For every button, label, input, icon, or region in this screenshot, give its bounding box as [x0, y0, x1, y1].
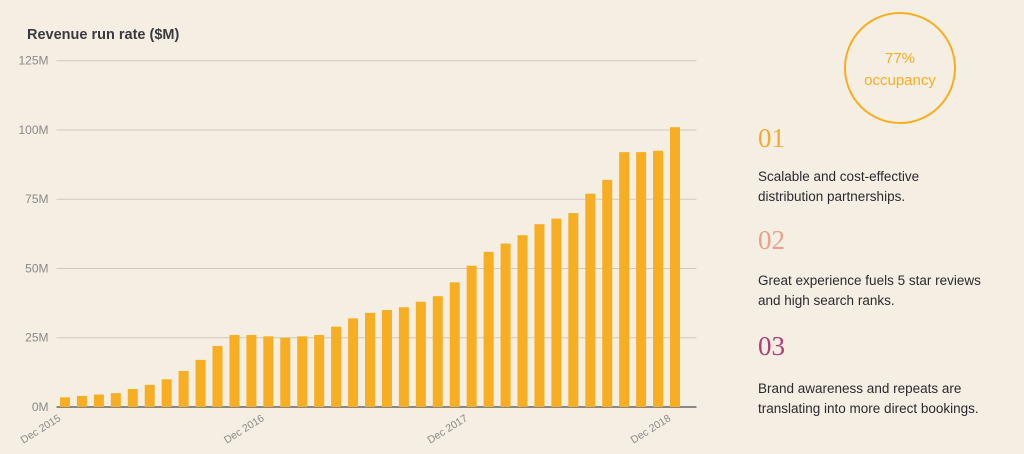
svg-text:Dec 2015: Dec 2015 — [19, 412, 64, 446]
svg-text:0M: 0M — [32, 400, 49, 414]
svg-text:25M: 25M — [25, 331, 48, 345]
svg-text:Dec 2016: Dec 2016 — [222, 412, 267, 446]
svg-text:75M: 75M — [25, 192, 48, 206]
svg-text:125M: 125M — [18, 54, 48, 68]
svg-text:50M: 50M — [25, 261, 48, 275]
svg-text:Dec 2018: Dec 2018 — [629, 412, 674, 446]
svg-text:100M: 100M — [18, 123, 48, 137]
svg-text:Dec 2017: Dec 2017 — [425, 412, 470, 446]
